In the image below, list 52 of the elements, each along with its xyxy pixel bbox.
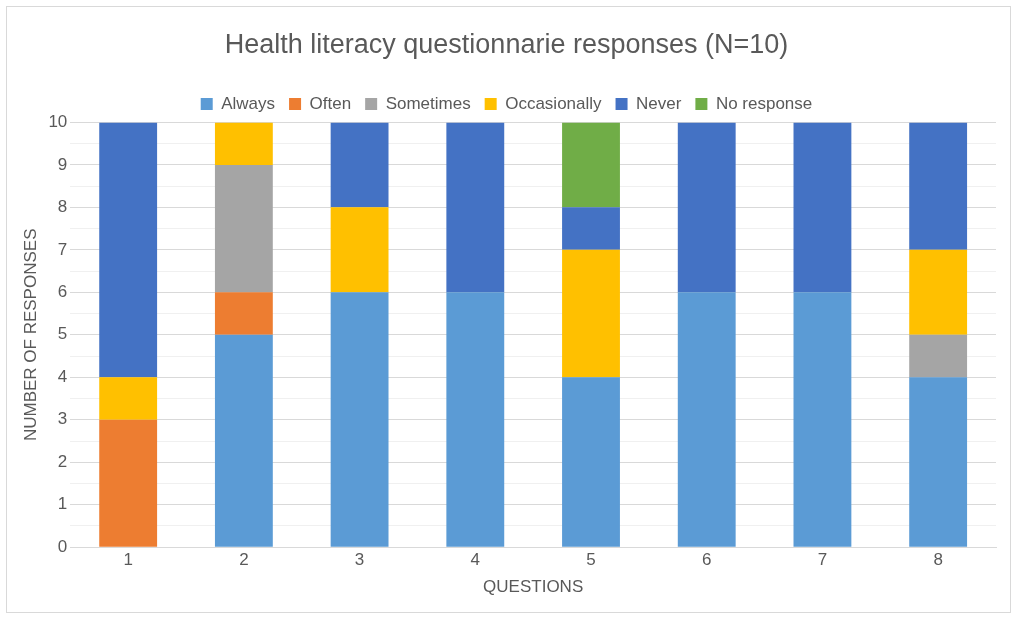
y-tick-label: 3: [57, 409, 68, 429]
y-tick-label: 0: [57, 536, 68, 556]
bar: [562, 249, 620, 378]
bar: [99, 122, 158, 378]
y-tick-label: 4: [57, 366, 68, 386]
bar: [446, 122, 505, 293]
bar: [214, 334, 273, 547]
bar: [99, 377, 158, 420]
legend-label: No response: [715, 93, 813, 113]
bar: [99, 419, 158, 547]
legend-label: Never: [636, 93, 682, 113]
y-tick-label: 2: [57, 451, 68, 471]
x-tick-label: 6: [701, 550, 712, 570]
bar: [909, 377, 968, 547]
y-tick-label: 6: [57, 282, 68, 302]
bar: [909, 334, 968, 378]
y-tick-label: 8: [57, 197, 68, 217]
x-tick-label: 4: [470, 550, 481, 570]
legend-label: Sometimes: [385, 93, 471, 113]
y-axis-title: NUMBER OF RESPONSES: [20, 228, 40, 442]
bar: [677, 292, 736, 547]
bar: [793, 292, 852, 547]
legend-label: Always: [221, 93, 276, 113]
bar: [214, 292, 273, 335]
x-tick-label: 8: [933, 550, 943, 570]
bar: [562, 122, 620, 208]
bar: [909, 122, 968, 250]
bar: [562, 207, 620, 250]
bar: [330, 207, 389, 293]
x-tick-label: 3: [354, 550, 365, 570]
y-tick-label: 9: [57, 154, 68, 174]
bar: [446, 292, 505, 547]
y-tick-label: 10: [48, 112, 68, 132]
x-tick-label: 5: [586, 550, 596, 570]
x-tick-label: 2: [239, 550, 249, 570]
y-tick-label: 5: [57, 324, 68, 344]
bar: [330, 122, 389, 208]
bar: [677, 122, 736, 293]
x-axis-title: QUESTIONS: [483, 577, 584, 597]
y-tick-label: 1: [57, 494, 68, 514]
y-tick-label: 7: [57, 239, 68, 259]
bar: [214, 164, 273, 293]
bar: [793, 122, 852, 293]
legend-label: Often: [309, 93, 352, 113]
x-tick-label: 1: [123, 550, 133, 570]
x-tick-label: 7: [817, 550, 828, 570]
bar: [909, 249, 968, 335]
bar: [330, 292, 389, 547]
bar: [214, 122, 273, 165]
bar: [562, 377, 620, 547]
legend-label: Occasionally: [505, 93, 603, 113]
chart-title: Health literacy questionnarie responses (N=10): [224, 28, 789, 59]
